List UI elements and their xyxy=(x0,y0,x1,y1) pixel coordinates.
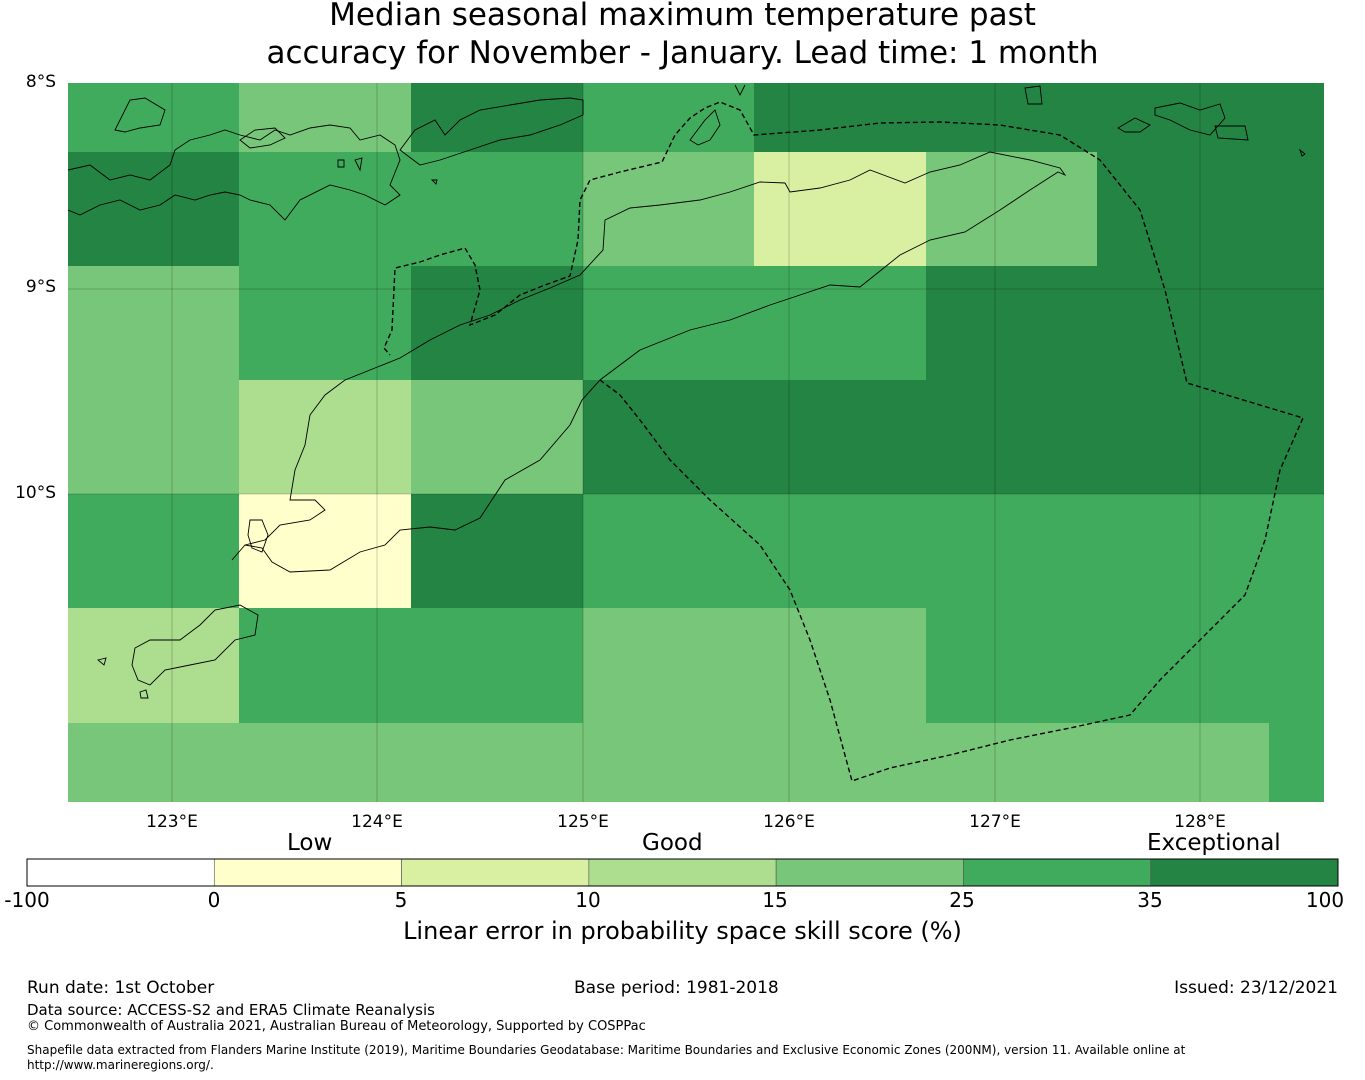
flores-coastline xyxy=(67,124,401,221)
pantar-coastline xyxy=(399,97,584,166)
colorbar-label: Linear error in probability space skill … xyxy=(403,917,962,945)
grid-cell xyxy=(239,380,411,494)
category-exceptional: Exceptional xyxy=(1147,830,1281,856)
small-islet-coastline xyxy=(430,179,438,185)
timor-coastline xyxy=(231,151,1067,573)
lon-label-125e: 125°E xyxy=(557,812,609,832)
small-islet-coastline xyxy=(337,159,345,168)
grid-cell xyxy=(754,83,1324,152)
grid-cell xyxy=(1269,723,1324,802)
colorbar-tick: 10 xyxy=(575,888,601,912)
lakor-coastline xyxy=(1214,125,1249,141)
grid-cell xyxy=(583,608,926,723)
colorbar-tick: 100 xyxy=(1305,888,1345,912)
coastlines xyxy=(67,84,1306,699)
grid-cell xyxy=(68,380,239,494)
lon-label-128e: 128°E xyxy=(1174,812,1226,832)
skill-grid xyxy=(68,83,1324,802)
lon-label-126e: 126°E xyxy=(763,812,815,832)
colorbar-tick: 15 xyxy=(762,888,788,912)
islet-coastline xyxy=(139,689,149,699)
small-islet-coastline xyxy=(1299,148,1306,157)
small-islet-coastline xyxy=(354,157,363,172)
lat-label-9s: 9°S xyxy=(25,277,56,297)
grid-cell xyxy=(411,380,583,494)
grid-cell xyxy=(239,608,583,723)
grid-cell xyxy=(926,152,1097,266)
leti-coastline xyxy=(1117,117,1151,133)
category-good: Good xyxy=(642,830,703,856)
grid-cell xyxy=(239,83,411,152)
issued-date: Issued: 23/12/2021 xyxy=(1174,978,1338,998)
lat-label-10s: 10°S xyxy=(15,483,56,503)
copyright: © Commonwealth of Australia 2021, Austra… xyxy=(27,1019,646,1034)
colorbar-tick: 5 xyxy=(394,888,408,912)
colorbar-tick: 0 xyxy=(207,888,221,912)
run-date: Run date: 1st October xyxy=(27,978,215,998)
graticule xyxy=(68,83,1324,802)
shapefile-credit-line-1: Shapefile data extracted from Flanders M… xyxy=(27,1043,1186,1057)
moa-coastline xyxy=(1154,102,1226,136)
shapefile-credit-line-2: http://www.marineregions.org/. xyxy=(27,1058,214,1072)
colorbar-tick: 35 xyxy=(1137,888,1163,912)
semau-island-coastline xyxy=(247,519,269,553)
grid-cell xyxy=(411,494,583,608)
grid-cell xyxy=(411,266,583,380)
eez-boundary xyxy=(383,101,1304,782)
small-islet-coastline xyxy=(734,84,746,97)
grid-cell xyxy=(68,152,239,266)
colorbar-tick: 25 xyxy=(949,888,975,912)
lon-label-127e: 127°E xyxy=(969,812,1021,832)
grid-cell xyxy=(1097,152,1324,266)
lon-label-124e: 124°E xyxy=(351,812,403,832)
grid-cell xyxy=(68,83,239,152)
grid-cell xyxy=(411,83,583,152)
rote-island-coastline xyxy=(131,604,259,686)
title-line-2: accuracy for November - January. Lead ti… xyxy=(266,35,1099,71)
lembata-coastline xyxy=(114,97,166,133)
grid-cell xyxy=(926,608,1324,723)
wetar-coastline xyxy=(1024,85,1043,105)
grid-cell xyxy=(68,494,239,608)
grid-cell xyxy=(239,266,411,380)
grid-cell xyxy=(583,152,754,266)
ndao-island-coastline xyxy=(97,657,107,666)
grid-cell xyxy=(583,83,754,152)
lon-label-123e: 123°E xyxy=(146,812,198,832)
base-period: Base period: 1981-2018 xyxy=(574,978,779,998)
alor-coastline xyxy=(239,127,286,149)
grid-cell xyxy=(68,723,1269,802)
atauro-coastline xyxy=(689,109,721,146)
category-low: Low xyxy=(287,830,333,856)
lat-label-8s: 8°S xyxy=(25,72,56,92)
grid-cell xyxy=(583,494,1324,608)
grid-cell xyxy=(926,266,1324,380)
colorbar-tick: -100 xyxy=(4,888,50,912)
grid-cell xyxy=(68,608,239,723)
grid-cell xyxy=(754,152,926,266)
grid-cell xyxy=(583,380,1324,494)
grid-cell xyxy=(239,494,411,608)
data-source: Data source: ACCESS-S2 and ERA5 Climate … xyxy=(27,1001,435,1019)
grid-cell xyxy=(68,266,239,380)
map-title: Median seasonal maximum temperature past… xyxy=(0,0,1365,72)
grid-cell xyxy=(583,266,926,380)
grid-cell xyxy=(239,152,583,266)
title-line-1: Median seasonal maximum temperature past xyxy=(329,0,1036,33)
